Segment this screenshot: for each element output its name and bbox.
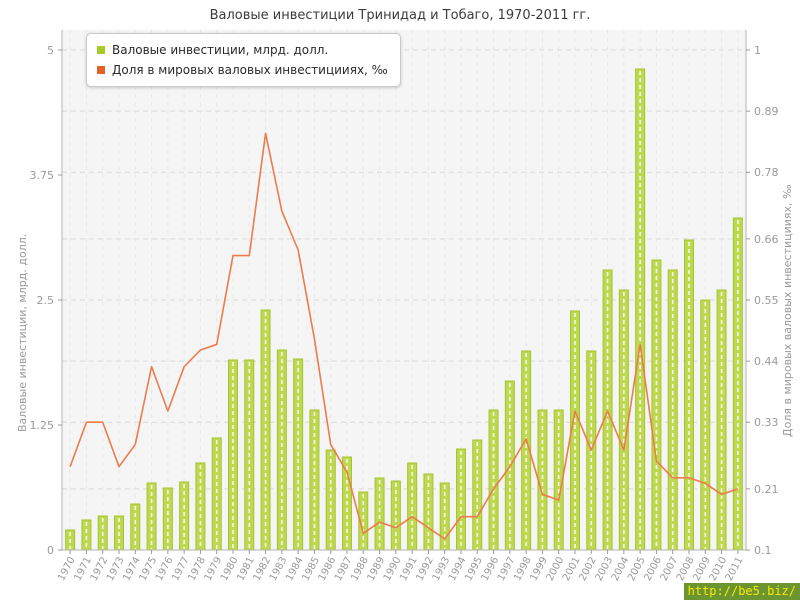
svg-text:0.89: 0.89 xyxy=(754,105,779,118)
svg-text:1.25: 1.25 xyxy=(30,419,55,432)
x-axis-ticks: 1970197119721973197419751976197719781979… xyxy=(56,550,746,583)
bar-1985 xyxy=(309,409,320,551)
bar-1982 xyxy=(260,309,271,551)
svg-text:0.55: 0.55 xyxy=(754,294,779,307)
legend: Валовые инвестиции, млрд. долл. Доля в м… xyxy=(86,33,401,87)
svg-text:0.1: 0.1 xyxy=(754,544,772,557)
right-axis-ticks: 1 0.89 0.78 0.66 0.55 0.44 0.33 0.21 0.1 xyxy=(746,44,779,557)
svg-text:0.44: 0.44 xyxy=(754,355,779,368)
legend-swatch-investments-icon xyxy=(97,46,105,54)
legend-swatch-world-share-icon xyxy=(97,66,105,74)
left-axis-title: Валовые инвестиции, млрд. долл. xyxy=(16,233,29,432)
bar-1994 xyxy=(456,448,466,551)
svg-text:0.78: 0.78 xyxy=(754,166,779,179)
watermark-link[interactable]: http://be5.biz/ xyxy=(683,583,800,600)
svg-text:1: 1 xyxy=(754,44,761,57)
svg-text:5: 5 xyxy=(47,44,54,57)
bar-1986 xyxy=(325,449,336,551)
share-line xyxy=(69,132,739,540)
bar-1999 xyxy=(537,409,548,551)
chart-title: Валовые инвестиции Тринидад и Тобаго, 19… xyxy=(209,8,591,23)
left-axis-ticks: 5 3.75 2.5 1.25 0 xyxy=(30,44,62,557)
svg-text:3.75: 3.75 xyxy=(30,169,55,182)
svg-text:0: 0 xyxy=(47,544,54,557)
axes xyxy=(61,30,747,551)
legend-item-world-share: Доля в мировых валовых инвестицииях, ‰ xyxy=(97,60,388,80)
legend-label-world-share: Доля в мировых валовых инвестицииях, ‰ xyxy=(112,63,388,77)
svg-text:2.5: 2.5 xyxy=(37,294,55,307)
bar-2007 xyxy=(667,269,678,551)
svg-text:0.21: 0.21 xyxy=(754,483,779,496)
legend-item-investments: Валовые инвестиции, млрд. долл. xyxy=(97,40,388,60)
legend-label-investments: Валовые инвестиции, млрд. долл. xyxy=(112,43,329,57)
bar-1996 xyxy=(488,409,499,551)
bar-2003 xyxy=(602,269,613,551)
svg-text:0.66: 0.66 xyxy=(754,233,779,246)
plot-background xyxy=(62,30,746,550)
right-axis-title: Доля в мировых валовых инвестицииях, ‰ xyxy=(781,184,794,437)
svg-text:0.33: 0.33 xyxy=(754,416,779,429)
